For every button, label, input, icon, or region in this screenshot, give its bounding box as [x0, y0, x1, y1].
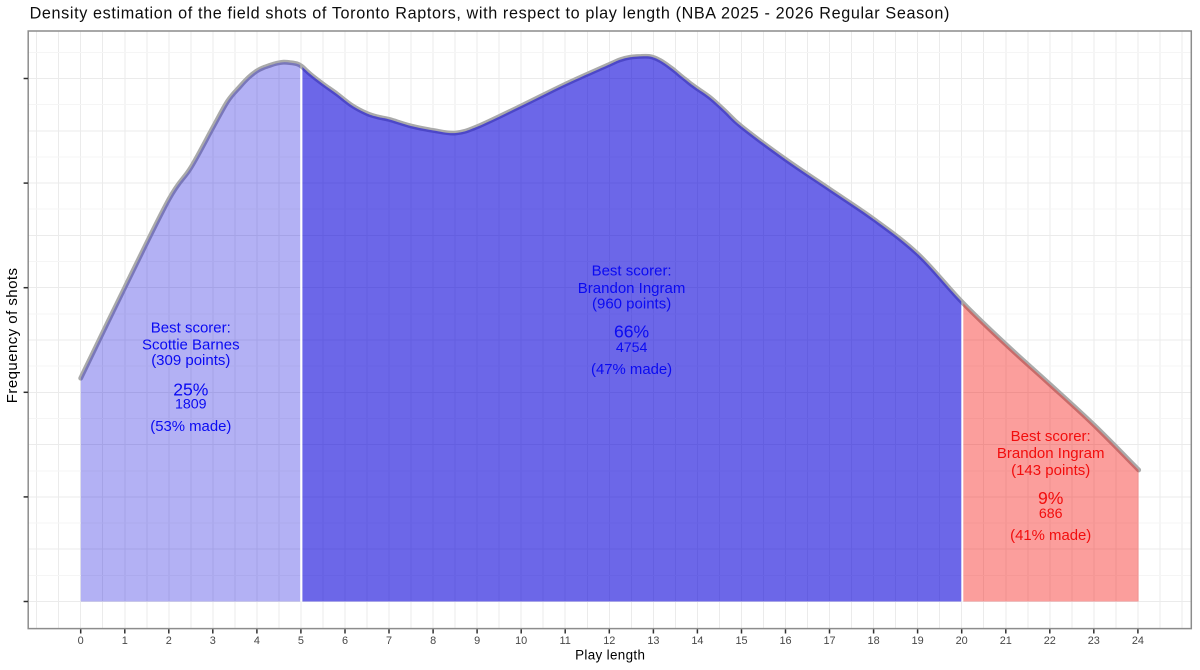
- svg-text:7: 7: [386, 635, 392, 647]
- svg-text:Play length: Play length: [575, 648, 645, 663]
- svg-text:6: 6: [342, 635, 348, 647]
- svg-text:20: 20: [956, 635, 968, 647]
- svg-text:Brandon Ingram: Brandon Ingram: [578, 280, 686, 297]
- svg-text:2: 2: [166, 635, 172, 647]
- svg-text:Scottie Barnes: Scottie Barnes: [142, 337, 240, 354]
- svg-text:11: 11: [560, 635, 571, 647]
- svg-text:(143 points): (143 points): [1011, 462, 1090, 479]
- svg-text:19: 19: [912, 635, 924, 647]
- svg-text:10: 10: [515, 635, 527, 647]
- svg-text:9%: 9%: [1038, 488, 1064, 508]
- svg-text:686: 686: [1039, 506, 1063, 522]
- svg-text:(47% made): (47% made): [591, 362, 672, 378]
- svg-text:Density estimation of the fiel: Density estimation of the field shots of…: [30, 4, 950, 22]
- svg-text:14: 14: [691, 635, 703, 647]
- svg-text:Brandon Ingram: Brandon Ingram: [997, 445, 1105, 462]
- svg-text:16: 16: [779, 635, 791, 647]
- svg-text:66%: 66%: [614, 321, 650, 341]
- svg-text:Best scorer:: Best scorer:: [151, 319, 231, 336]
- svg-text:23: 23: [1088, 635, 1100, 647]
- svg-text:17: 17: [823, 635, 835, 647]
- svg-text:(960 points): (960 points): [592, 295, 671, 312]
- svg-text:25%: 25%: [173, 379, 209, 399]
- svg-text:3: 3: [210, 635, 216, 647]
- svg-text:13: 13: [647, 635, 659, 647]
- svg-text:15: 15: [735, 635, 747, 647]
- svg-text:24: 24: [1132, 635, 1144, 647]
- svg-text:8: 8: [430, 635, 436, 647]
- svg-text:1: 1: [122, 635, 128, 647]
- svg-text:(309 points): (309 points): [151, 352, 230, 369]
- svg-text:1809: 1809: [175, 396, 207, 412]
- svg-text:0: 0: [78, 635, 84, 647]
- svg-text:18: 18: [868, 635, 880, 647]
- svg-text:9: 9: [474, 635, 480, 647]
- svg-text:5: 5: [298, 635, 304, 647]
- svg-text:12: 12: [603, 635, 615, 647]
- svg-text:21: 21: [1000, 635, 1012, 647]
- svg-text:Frequency of shots: Frequency of shots: [4, 268, 21, 404]
- svg-text:(53% made): (53% made): [150, 419, 231, 435]
- svg-text:4: 4: [254, 635, 260, 647]
- svg-text:4754: 4754: [616, 340, 648, 356]
- svg-text:22: 22: [1044, 635, 1056, 647]
- svg-text:Best scorer:: Best scorer:: [1011, 428, 1091, 445]
- svg-text:(41% made): (41% made): [1010, 528, 1091, 544]
- svg-text:Best scorer:: Best scorer:: [592, 262, 672, 279]
